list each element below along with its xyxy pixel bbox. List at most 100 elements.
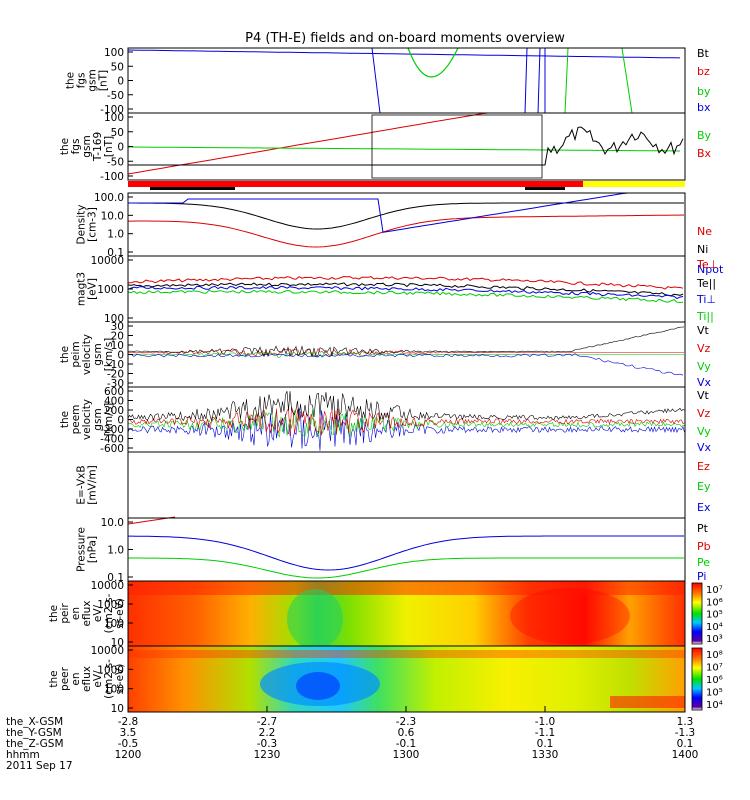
y-axis-label-line: fgs (76, 73, 88, 89)
legend-entry: Pi (697, 570, 706, 583)
x-tick-label: -1.1 (535, 727, 556, 739)
y-tick-label: 10 (111, 637, 124, 649)
y-tick-label: -400 (100, 434, 124, 446)
trace-bx (127, 49, 681, 59)
y-axis-label-line: the (65, 72, 77, 89)
legend-entry: Ex (697, 501, 711, 514)
y-axis-label-line: [nPa] (87, 536, 99, 563)
y-axis-label-line: en (70, 607, 82, 620)
y-axis-label-line: gsm (92, 343, 104, 365)
panel-frame (127, 517, 686, 582)
trace-vt (127, 390, 685, 422)
y-tick-label: 1.0 (107, 545, 124, 557)
legend-entry: Vz (697, 342, 711, 355)
page-title: P4 (TH-E) fields and on-board moments ov… (245, 31, 565, 46)
trace-vy (127, 351, 684, 358)
y-axis-label-line: Pressure (76, 527, 88, 572)
trace-by (128, 146, 681, 152)
y-tick-label: -20 (107, 369, 124, 381)
spectrogram-band (128, 650, 685, 658)
legend-entry: Ey (697, 480, 711, 493)
y-axis-label-line: E=-VxB (76, 465, 88, 504)
x-axis-row-label: the_Z-GSM (6, 738, 64, 750)
x-axis-row-label: the_X-GSM (6, 716, 63, 728)
y-tick-label: -10 (107, 359, 124, 371)
y-axis-label-line: [cm-3] (87, 207, 99, 242)
y-tick-label: 100 (104, 684, 124, 696)
y-tick-label: 50 (111, 127, 124, 139)
y-axis-label-line: [nT] (98, 70, 110, 91)
colorbar-tick-label: 10⁵ (706, 688, 723, 699)
legend-entry: Ti|| (696, 310, 714, 323)
panel-fgs: 100 50 0 -50 -100 the fgs gsm [nT] Bt bz by bx (65, 47, 711, 116)
y-axis-label-line: peir (59, 603, 71, 624)
y-axis-label-line: eV/ (92, 604, 104, 622)
trace-te-par (127, 282, 684, 297)
spectrogram-patch (510, 588, 630, 644)
colorbar (691, 582, 703, 645)
y-axis-label-line: [nT] (103, 136, 115, 157)
y-tick-label: 100 (104, 47, 124, 59)
legend-entry: Pb (697, 540, 711, 553)
y-axis-label-line: the (59, 138, 71, 155)
legend-entry: Vt (697, 389, 710, 402)
x-tick-label: 1230 (254, 749, 281, 761)
y-axis-label-line: the (48, 670, 60, 687)
y-tick-label: 100 (104, 618, 124, 630)
y-axis-label-line: velocity (81, 334, 93, 375)
y-tick-label: -100 (100, 104, 124, 116)
legend-entry: Ne (697, 225, 712, 238)
mode-bar-slow (583, 181, 685, 187)
colorbar-tick-label: 10⁴ (706, 622, 723, 633)
legend-entry: Vz (697, 407, 711, 420)
y-tick-label: -600 (100, 443, 124, 455)
y-tick-label: 1.0 (107, 229, 124, 241)
x-tick-label: 1400 (672, 749, 699, 761)
x-tick-label: -2.8 (118, 716, 139, 728)
legend-entry: Pe (697, 556, 710, 569)
y-tick-label: 10.0 (101, 210, 124, 222)
legend-entry: Vt (697, 324, 710, 337)
y-axis-label-line: [km/s] (103, 403, 115, 437)
colorbar-tick-label: 10⁶ (706, 675, 723, 686)
y-axis-label-line: gsm (87, 69, 99, 91)
x-tick-label: 1.3 (677, 716, 694, 728)
x-tick-label: -1.0 (535, 716, 556, 728)
x-tick-label: 3.5 (120, 727, 137, 739)
y-axis-label-line: gsm (81, 135, 93, 157)
y-tick-label: 0 (117, 142, 124, 154)
y-axis-label-line: the (59, 411, 71, 428)
y-tick-label: 30 (111, 321, 124, 333)
y-axis-label-line: the (48, 605, 60, 622)
panel-fgs-smoothed: 100 50 0 -50 -100 the fgs gsm T-169 [nT] By Bx (59, 112, 712, 183)
x-axis-row-label: 2011 Sep 17 (6, 760, 73, 772)
colorbar-tick-label: 10⁵ (706, 610, 723, 621)
legend-entry: Vx (697, 441, 712, 454)
spectrogram-band (610, 696, 685, 708)
y-axis-label-line: [mV/m] (87, 465, 99, 504)
trace-ti-par (127, 289, 684, 304)
x-tick-label: 1300 (393, 749, 420, 761)
trace-pi (128, 535, 684, 571)
y-axis-label-line: gsm (92, 408, 104, 430)
y-axis-label-line: (cm2-s- (103, 659, 115, 699)
y-axis-label-line: peim (70, 341, 82, 367)
colorbar-tick-label: 10⁸ (706, 650, 723, 661)
trace-npot (128, 192, 683, 233)
y-tick-label: 10 (111, 703, 124, 715)
y-tick-label: 10000 (91, 580, 124, 592)
trace-vz (127, 347, 684, 357)
x-tick-label: 0.1 (677, 738, 694, 750)
y-axis-label-line: Density (76, 205, 88, 245)
y-tick-label: 10.0 (101, 517, 124, 529)
legend-entry: Npot (697, 263, 724, 276)
y-tick-label: 1000 (97, 599, 124, 611)
legend-entry: Bx (697, 147, 712, 160)
colorbar-tick-label: 10⁶ (706, 597, 723, 608)
y-tick-label: 10000 (91, 255, 124, 267)
trace-bt (128, 126, 684, 166)
panel-efield: E=-VxB [mV/m] Ez Ey Ex (76, 451, 711, 519)
